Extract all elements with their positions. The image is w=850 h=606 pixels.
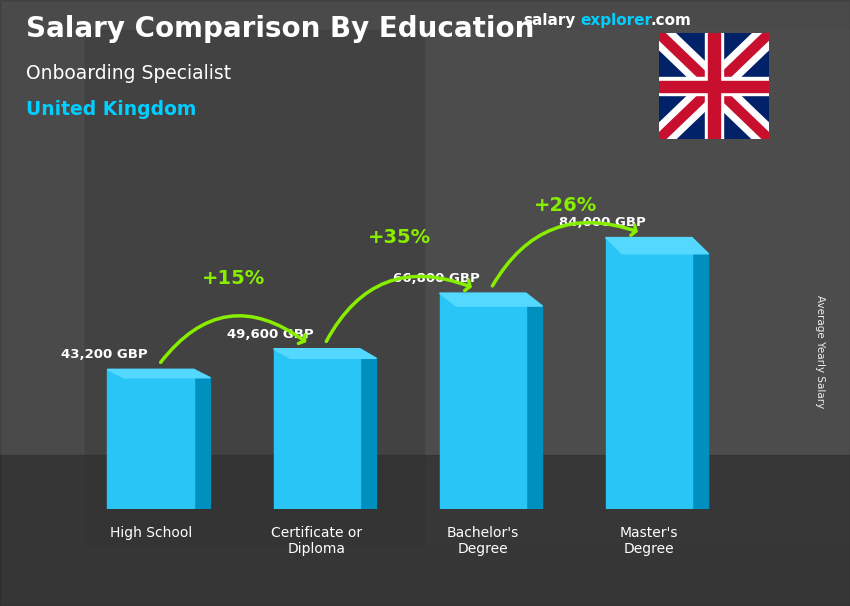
Polygon shape [659,33,769,139]
Text: Average Yearly Salary: Average Yearly Salary [815,295,825,408]
Polygon shape [360,348,377,509]
Polygon shape [659,33,769,139]
Text: +26%: +26% [534,196,598,215]
Bar [659,78,769,95]
Text: 49,600 GBP: 49,600 GBP [227,328,314,341]
Text: +15%: +15% [202,269,265,288]
Text: Onboarding Specialist: Onboarding Specialist [26,64,230,82]
Polygon shape [274,348,377,358]
Text: United Kingdom: United Kingdom [26,100,196,119]
Text: explorer: explorer [581,13,653,28]
Bar [425,30,850,545]
Polygon shape [526,293,542,509]
Bar [0,454,850,606]
Text: +35%: +35% [368,228,431,247]
Bar [659,81,769,92]
Bar [85,30,425,545]
Text: .com: .com [650,13,691,28]
Bar [107,370,194,509]
Polygon shape [439,293,542,306]
Polygon shape [692,238,709,509]
Polygon shape [605,238,709,254]
Polygon shape [659,33,769,139]
Polygon shape [194,370,211,509]
Text: Salary Comparison By Education: Salary Comparison By Education [26,15,534,43]
Bar [605,238,692,509]
Bar [705,33,723,139]
Text: 43,200 GBP: 43,200 GBP [61,348,147,361]
Bar [708,33,719,139]
Text: 84,000 GBP: 84,000 GBP [559,216,646,230]
Polygon shape [659,33,769,139]
Bar [439,293,526,509]
Text: salary: salary [523,13,575,28]
Polygon shape [107,370,211,378]
Bar [274,348,360,509]
Text: 66,800 GBP: 66,800 GBP [393,272,479,285]
